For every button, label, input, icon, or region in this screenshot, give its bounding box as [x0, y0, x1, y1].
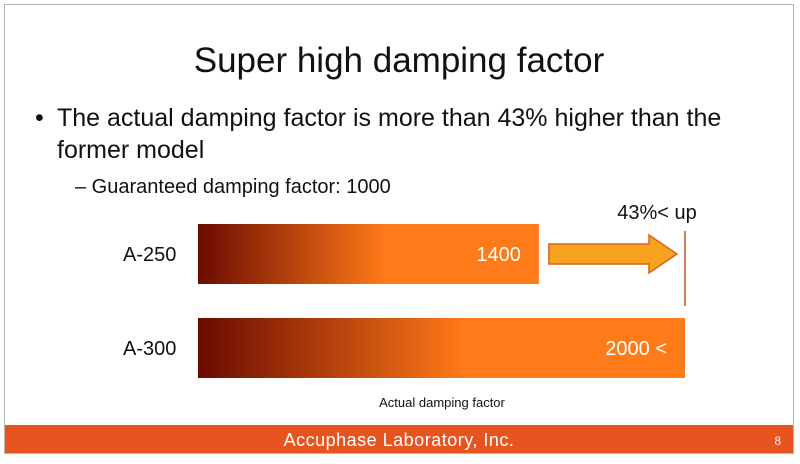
- damping-factor-chart: A-250 1400 A-300 2000 < 43%< up Actual dampin…: [123, 202, 697, 410]
- sub-bullet: – Guaranteed damping factor: 1000: [75, 176, 391, 198]
- category-label: A-250: [123, 244, 176, 266]
- data-label: 1400: [476, 244, 521, 266]
- footer-bar: Accuphase Laboratory, Inc. 8: [5, 425, 793, 453]
- bar-a-250: [198, 224, 539, 284]
- data-label: 2000 <: [605, 338, 667, 360]
- slide: Super high damping factor • The actual d…: [4, 4, 794, 454]
- bar-a-300: [198, 318, 685, 378]
- slide-title: Super high damping factor: [193, 41, 605, 80]
- annotation-label: 43%< up: [617, 202, 697, 224]
- company-name: Accuphase Laboratory, Inc.: [283, 430, 515, 450]
- category-label: A-300: [123, 338, 176, 360]
- bullet-text: The actual damping factor is more than 4…: [57, 104, 722, 164]
- bullet-dot-icon: •: [35, 104, 44, 132]
- page-number: 8: [774, 433, 782, 448]
- increase-arrow: [548, 233, 679, 275]
- x-axis-label: Actual damping factor: [379, 395, 505, 410]
